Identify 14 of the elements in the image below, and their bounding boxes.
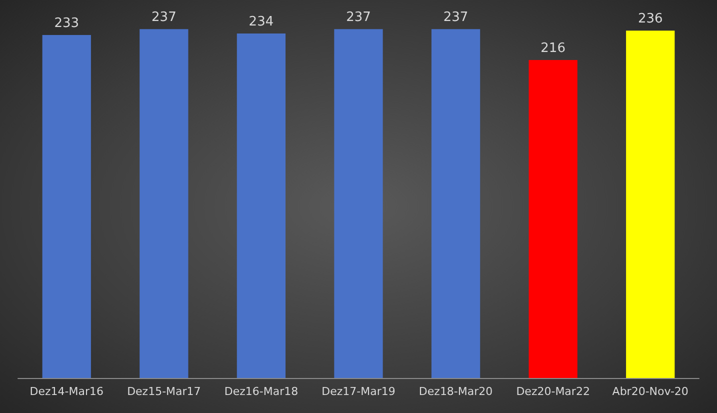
x-tick-label: Dez18-Mar20 <box>418 385 493 398</box>
x-tick-label: Dez15-Mar17 <box>127 385 201 398</box>
data-label: 237 <box>443 10 468 26</box>
x-tick-label: Abr20-Nov-20 <box>612 385 688 398</box>
data-label: 216 <box>540 41 566 56</box>
data-label: 237 <box>152 10 176 26</box>
x-tick-label: Dez16-Mar18 <box>224 385 298 398</box>
x-tick-label: Dez20-Mar22 <box>516 385 590 398</box>
data-label: 234 <box>248 14 274 30</box>
data-label: 233 <box>54 16 80 32</box>
data-label: 237 <box>346 10 371 26</box>
x-tick-label: Dez17-Mar19 <box>322 385 396 398</box>
x-tick-label: Dez14-Mar16 <box>30 385 104 398</box>
data-label: 236 <box>638 12 663 27</box>
